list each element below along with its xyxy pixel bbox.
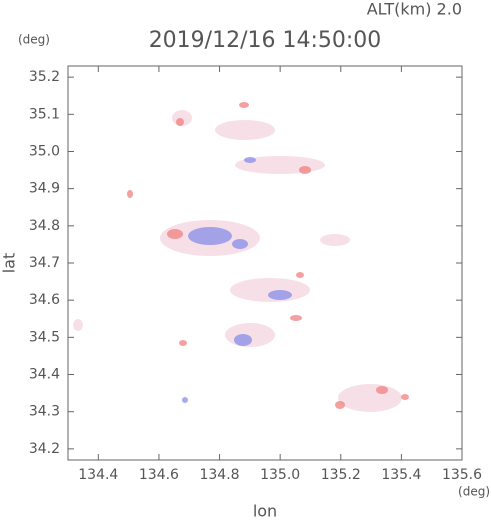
y-tick-label: 34.5 [29,329,60,345]
x-tick-label: 135.2 [321,467,361,483]
x-unit: (deg) [458,485,490,499]
x-tick-label: 135.0 [260,467,300,483]
y-tick-label: 34.3 [29,404,60,420]
y-label: lat [0,253,19,274]
x-tick-label: 135.6 [442,467,482,483]
y-tick-label: 35.0 [29,143,60,159]
x-tick-label: 135.4 [381,467,421,483]
y-tick-label: 34.9 [29,181,60,197]
chart-title: 2019/12/16 14:50:00 [149,28,382,53]
y-unit: (deg) [18,33,50,47]
altitude: ALT(km) 2.0 [367,0,462,19]
x-tick-label: 134.6 [139,467,179,483]
x-tick-label: 134.8 [199,467,239,483]
x-tick-label: 134.4 [78,467,118,483]
y-tick-label: 35.1 [29,106,60,122]
y-tick-label: 35.2 [29,69,60,85]
x-label: lon [253,502,277,521]
y-tick-label: 34.8 [29,218,60,234]
echo-field [73,102,409,412]
y-tick-label: 34.2 [29,441,60,457]
y-tick-label: 34.4 [29,367,60,383]
y-tick-label: 34.7 [29,255,60,271]
y-tick-label: 34.6 [29,292,60,308]
